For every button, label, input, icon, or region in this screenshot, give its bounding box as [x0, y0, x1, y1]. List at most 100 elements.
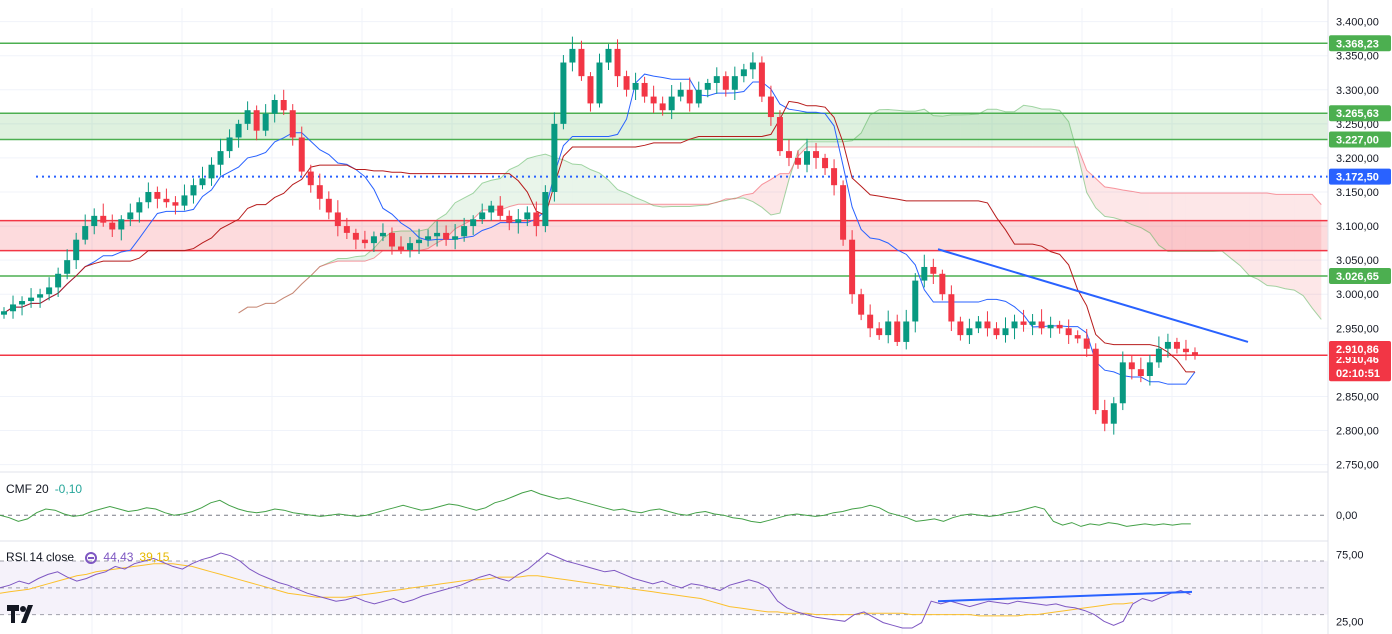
candle-body [298, 137, 305, 172]
candle-body [163, 198, 170, 203]
candle-body [1, 311, 7, 315]
cloud-segment [807, 141, 817, 148]
candle-body [1119, 362, 1126, 404]
candle-body [316, 185, 323, 199]
candle-body [1074, 335, 1081, 339]
kijun-line [3, 100, 1195, 373]
cloud-segment [1213, 193, 1223, 252]
candle-body [289, 110, 296, 138]
candle-body [560, 62, 567, 124]
candle-body [849, 239, 856, 295]
candle-body [28, 297, 35, 302]
candle-body [361, 239, 368, 244]
cloud-segment [969, 113, 979, 148]
cloud-segment [536, 154, 546, 205]
tradingview-logo-icon[interactable] [6, 603, 40, 625]
rsi-pane [0, 552, 1328, 629]
cloud-segment [491, 178, 501, 211]
candle-body [271, 100, 278, 114]
cloud-segment [825, 141, 835, 148]
cloud-segment [1285, 194, 1295, 291]
tenkan-line [3, 73, 1196, 385]
price-axis[interactable]: 3.400,00 3.350,00 3.300,00 3.250,00 3.200,00… [1327, 0, 1392, 634]
candle-body [461, 226, 468, 237]
cloud-segment [527, 156, 537, 205]
candle-body [100, 215, 107, 223]
trendlines[interactable] [937, 248, 1249, 343]
candle-body [1155, 348, 1162, 363]
candle-body [605, 48, 612, 63]
candle-body [1182, 348, 1189, 353]
candle-body [930, 266, 937, 274]
candle-body [217, 151, 224, 165]
rsi-line [0, 552, 1191, 629]
cmf-tick-label: 0,00 [1336, 510, 1357, 522]
cloud-segment [1131, 191, 1141, 228]
candle-body [497, 205, 504, 216]
level-label: 3.227,00 [1336, 135, 1379, 147]
cloud-segment [337, 258, 347, 262]
candle-body [73, 239, 80, 261]
cmf-pane [0, 489, 1328, 527]
horizontal-levels [0, 42, 1328, 356]
current-price-bg [1329, 351, 1391, 382]
candle-body [55, 273, 62, 288]
cloud-segment [482, 180, 492, 211]
cloud-segment [346, 256, 356, 262]
candle-body [190, 185, 197, 196]
candle-body [668, 96, 675, 111]
candle-body [731, 76, 738, 90]
cloud-segment [1122, 189, 1132, 225]
candle-body [1164, 341, 1171, 349]
candle-body [975, 321, 982, 329]
candle-body [993, 328, 1000, 336]
level-label: 3.368,23 [1336, 38, 1379, 50]
candle-body [515, 219, 522, 223]
candle-body [578, 48, 585, 77]
cloud-segment [572, 164, 582, 205]
candle-body [118, 219, 125, 230]
cloud-segment [1086, 170, 1096, 208]
cloud-segment [987, 109, 997, 148]
candle-body [831, 168, 838, 186]
candle-body [1002, 328, 1009, 336]
candle-body [641, 82, 648, 97]
candle-body [145, 192, 152, 203]
cloud-segment [1032, 106, 1042, 148]
candle-body [858, 294, 865, 315]
cloud-segment [770, 173, 780, 215]
cmf-line [0, 489, 1191, 527]
cloud-segment [1041, 109, 1051, 148]
candle-body [379, 232, 386, 237]
candle-body [506, 215, 513, 223]
candle-body [37, 294, 44, 298]
trendline [937, 248, 1249, 343]
cmf-legend[interactable]: CMF 20 -0,10 [6, 482, 88, 496]
candle-body [948, 294, 955, 322]
candle-body [632, 82, 639, 90]
candle-body [894, 321, 901, 342]
cloud-segment [1204, 193, 1214, 252]
grid [0, 8, 1328, 634]
price-tick-label: 3.050,00 [1336, 255, 1379, 267]
cloud-segment [1095, 178, 1105, 217]
cloud-segment [635, 197, 645, 205]
price-tick-label: 3.000,00 [1336, 289, 1379, 301]
cloud-segment [1222, 193, 1232, 259]
candle-body [542, 192, 549, 227]
cloud-segment [419, 228, 429, 251]
cloud-segment [464, 193, 474, 225]
candle-body [867, 314, 874, 329]
candle-body [154, 192, 161, 199]
price-tick-label: 2.950,00 [1336, 323, 1379, 335]
cloud-segment [1276, 194, 1286, 289]
candle-body [343, 226, 350, 233]
link-icon[interactable] [83, 551, 99, 564]
rsi-legend[interactable]: RSI 14 close 44,43 39,15 [6, 550, 175, 564]
candle-body [758, 62, 765, 97]
candle-body [776, 117, 783, 152]
candle-body [407, 243, 414, 250]
candle-body [452, 236, 459, 240]
candle-body [1173, 341, 1180, 349]
